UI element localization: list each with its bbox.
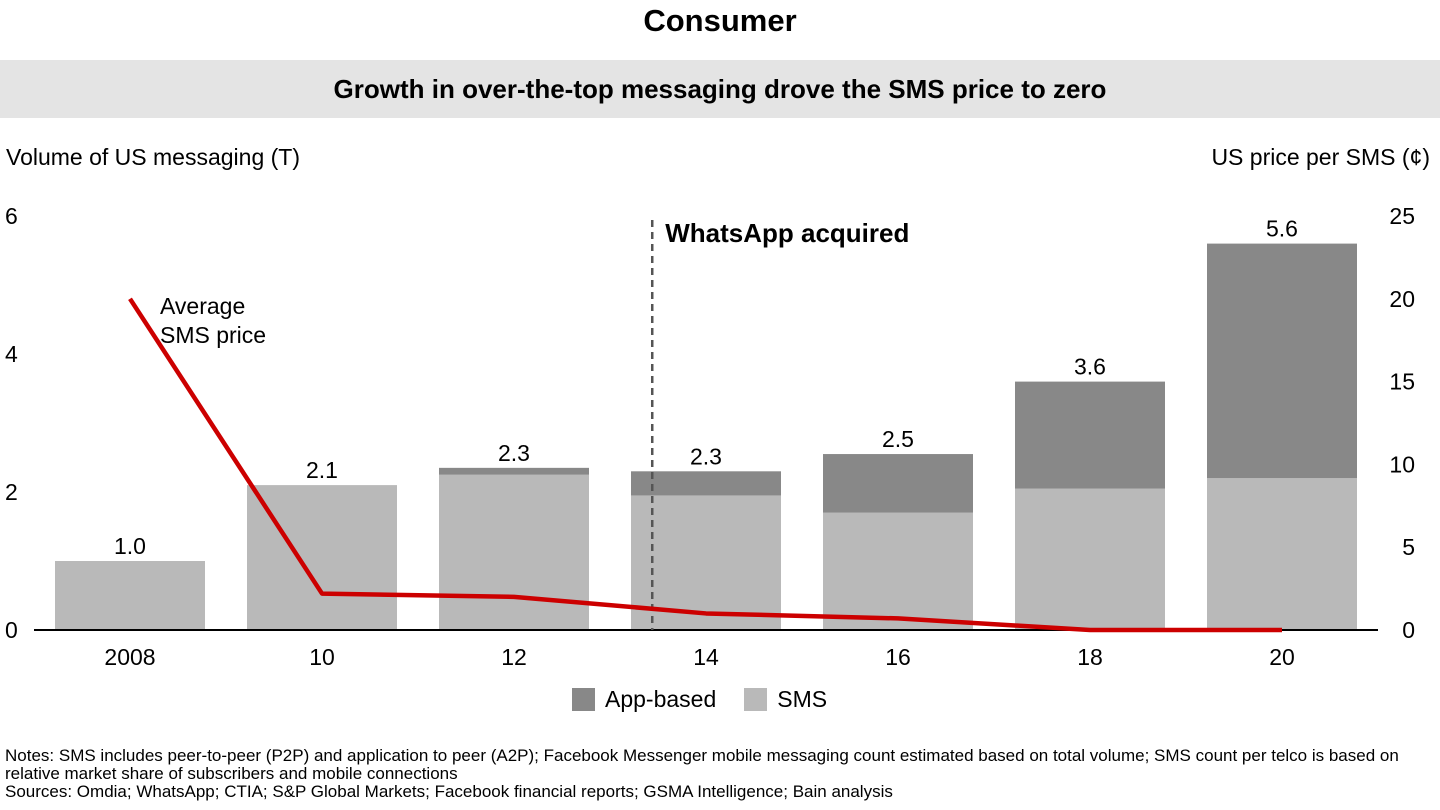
y-tick-label-2: 2 (5, 479, 18, 505)
y-tick-label-6: 6 (5, 203, 18, 229)
legend-item-app-based: App-based (572, 686, 716, 713)
x-tick-label-14: 14 (693, 644, 719, 670)
bar-sms-12 (439, 474, 589, 630)
sources-text: Sources: Omdia; WhatsApp; CTIA; S&P Glob… (5, 782, 893, 801)
page-title: Consumer (643, 3, 797, 38)
bar-app-based-16 (823, 454, 973, 513)
bar-sms-20 (1207, 478, 1357, 630)
y-tick-label-4: 4 (5, 341, 18, 367)
bar-app-based-18 (1015, 381, 1165, 489)
y2-tick-label-10: 10 (1389, 451, 1415, 477)
y2-tick-label-5: 5 (1402, 534, 1415, 560)
data-label-16: 2.5 (882, 426, 914, 452)
bar-sms-18 (1015, 488, 1165, 630)
subtitle-band: Growth in over-the-top messaging drove t… (0, 60, 1440, 118)
y2-tick-label-15: 15 (1389, 369, 1415, 395)
x-tick-label-2008: 2008 (104, 644, 155, 670)
notes-text: Notes: SMS includes peer-to-peer (P2P) a… (5, 746, 1399, 783)
data-label-18: 3.6 (1074, 354, 1106, 380)
legend: App-based SMS (572, 684, 855, 714)
data-label-14: 2.3 (690, 443, 722, 469)
y-axis-title-right: US price per SMS (¢) (1211, 144, 1430, 170)
bar-app-based-14 (631, 471, 781, 496)
price-line-label-line-1: Average (160, 293, 245, 319)
y-tick-label-0: 0 (5, 617, 18, 643)
y2-tick-label-25: 25 (1389, 203, 1415, 229)
legend-swatch-app-based (572, 687, 595, 711)
chart-subtitle: Growth in over-the-top messaging drove t… (333, 74, 1107, 104)
legend-label-app-based: App-based (605, 685, 717, 712)
x-tick-label-10: 10 (309, 644, 335, 670)
footnotes: Notes: SMS includes peer-to-peer (P2P) a… (5, 747, 1435, 801)
bar-sms-10 (247, 485, 397, 630)
legend-swatch-sms (744, 687, 768, 711)
bar-sms-16 (823, 512, 973, 630)
x-tick-label-20: 20 (1269, 644, 1295, 670)
x-tick-label-16: 16 (885, 644, 911, 670)
bar-sms-2008 (55, 561, 205, 630)
price-line-label: Average SMS price (160, 293, 266, 348)
x-tick-label-18: 18 (1077, 644, 1103, 670)
data-label-10: 2.1 (306, 457, 338, 483)
legend-label-sms: SMS (777, 685, 828, 712)
y-axis-title-left: Volume of US messaging (T) (6, 144, 301, 170)
chart-area: 1.0 2008 2.1 10 2.3 12 2.3 14 2.5 16 3.6 18 5.6 20 0 2 4… (5, 203, 1415, 670)
data-label-12: 2.3 (498, 440, 530, 466)
legend-item-sms: SMS (744, 686, 827, 713)
data-label-2008: 1.0 (114, 533, 146, 559)
y2-tick-label-20: 20 (1389, 286, 1415, 312)
data-label-20: 5.6 (1266, 216, 1298, 242)
y2-tick-label-0: 0 (1402, 617, 1415, 643)
whatsapp-annotation: WhatsApp acquired (665, 218, 909, 248)
bar-app-based-12 (439, 467, 589, 475)
bar-app-based-20 (1207, 243, 1357, 479)
x-tick-label-12: 12 (501, 644, 527, 670)
price-line-label-line-2: SMS price (160, 322, 266, 348)
